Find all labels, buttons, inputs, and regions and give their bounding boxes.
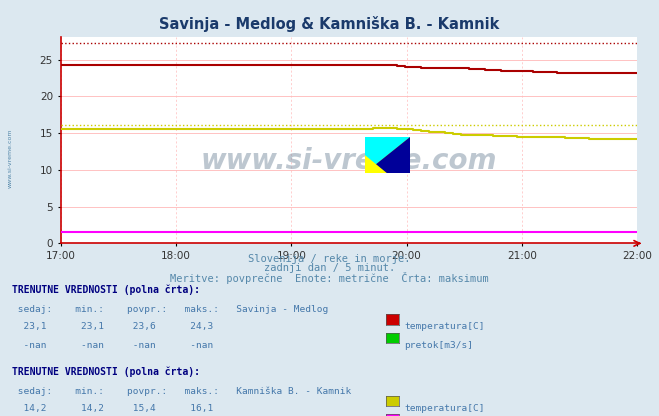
Text: TRENUTNE VREDNOSTI (polna črta):: TRENUTNE VREDNOSTI (polna črta): xyxy=(12,366,200,376)
Text: -nan      -nan     -nan      -nan: -nan -nan -nan -nan xyxy=(12,341,213,350)
Text: TRENUTNE VREDNOSTI (polna črta):: TRENUTNE VREDNOSTI (polna črta): xyxy=(12,285,200,295)
Text: Savinja - Medlog & Kamniška B. - Kamnik: Savinja - Medlog & Kamniška B. - Kamnik xyxy=(159,16,500,32)
Text: sedaj:    min.:    povpr.:   maks.:   Savinja - Medlog: sedaj: min.: povpr.: maks.: Savinja - Me… xyxy=(12,305,328,314)
Text: 23,1      23,1     23,6      24,3: 23,1 23,1 23,6 24,3 xyxy=(12,322,213,332)
Text: temperatura[C]: temperatura[C] xyxy=(404,322,484,332)
Text: pretok[m3/s]: pretok[m3/s] xyxy=(404,341,473,350)
Text: sedaj:    min.:    povpr.:   maks.:   Kamniška B. - Kamnik: sedaj: min.: povpr.: maks.: Kamniška B. … xyxy=(12,386,351,396)
Polygon shape xyxy=(365,155,387,173)
Text: zadnji dan / 5 minut.: zadnji dan / 5 minut. xyxy=(264,263,395,273)
Polygon shape xyxy=(365,137,410,173)
Text: www.si-vreme.com: www.si-vreme.com xyxy=(201,147,497,175)
Text: Slovenija / reke in morje.: Slovenija / reke in morje. xyxy=(248,254,411,264)
Text: temperatura[C]: temperatura[C] xyxy=(404,404,484,413)
Text: www.si-vreme.com: www.si-vreme.com xyxy=(8,128,13,188)
Text: 14,2      14,2     15,4      16,1: 14,2 14,2 15,4 16,1 xyxy=(12,404,213,413)
Text: Meritve: povprečne  Enote: metrične  Črta: maksimum: Meritve: povprečne Enote: metrične Črta:… xyxy=(170,272,489,284)
Polygon shape xyxy=(365,137,410,173)
